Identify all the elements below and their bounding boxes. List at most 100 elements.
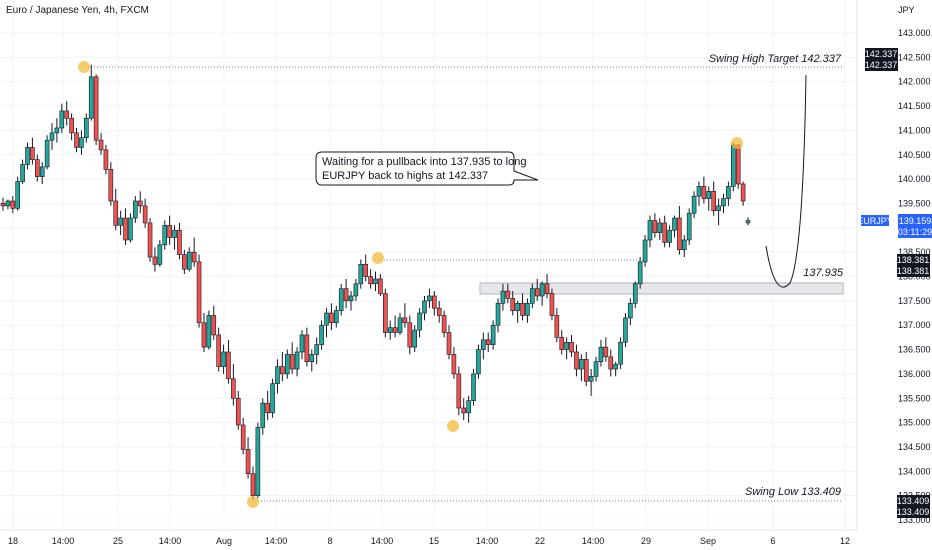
candle[interactable] bbox=[402, 303, 408, 328]
candle[interactable] bbox=[716, 198, 721, 226]
candle[interactable] bbox=[730, 142, 736, 192]
candle[interactable] bbox=[387, 320, 393, 340]
candle[interactable] bbox=[123, 208, 128, 245]
candle[interactable] bbox=[647, 215, 653, 248]
candle[interactable] bbox=[191, 237, 197, 267]
candle[interactable] bbox=[456, 366, 462, 416]
candle[interactable] bbox=[319, 320, 324, 350]
candle[interactable] bbox=[696, 181, 702, 206]
candle[interactable] bbox=[250, 466, 256, 501]
candle[interactable] bbox=[211, 305, 217, 340]
candle[interactable] bbox=[147, 218, 153, 262]
candle[interactable] bbox=[128, 213, 133, 243]
candle[interactable] bbox=[235, 390, 241, 430]
candle[interactable] bbox=[245, 437, 251, 479]
candle[interactable] bbox=[603, 337, 609, 362]
candle[interactable] bbox=[59, 103, 65, 133]
candle[interactable] bbox=[383, 288, 388, 338]
candle[interactable] bbox=[69, 113, 74, 141]
candle[interactable] bbox=[579, 354, 584, 382]
candle[interactable] bbox=[593, 356, 599, 382]
candle[interactable] bbox=[525, 298, 530, 323]
candle[interactable] bbox=[583, 351, 589, 387]
candle[interactable] bbox=[432, 291, 437, 316]
candle[interactable] bbox=[103, 145, 109, 175]
candle[interactable] bbox=[167, 215, 172, 245]
candle[interactable] bbox=[701, 176, 707, 204]
candle[interactable] bbox=[363, 254, 368, 282]
candle[interactable] bbox=[0, 197, 6, 211]
candle[interactable] bbox=[534, 278, 540, 301]
candle[interactable] bbox=[490, 320, 496, 350]
candle[interactable] bbox=[93, 74, 99, 146]
support-zone-box[interactable] bbox=[479, 282, 844, 295]
candle[interactable] bbox=[667, 225, 672, 248]
candle[interactable] bbox=[64, 101, 70, 126]
candle[interactable] bbox=[745, 217, 751, 226]
candle[interactable] bbox=[392, 315, 398, 338]
candle[interactable] bbox=[113, 188, 119, 231]
candle[interactable] bbox=[142, 198, 148, 228]
candle[interactable] bbox=[446, 325, 452, 360]
candle[interactable] bbox=[196, 254, 202, 328]
candle[interactable] bbox=[588, 369, 594, 396]
candle[interactable] bbox=[343, 278, 349, 309]
candle[interactable] bbox=[299, 330, 305, 360]
candle[interactable] bbox=[427, 288, 432, 309]
candle[interactable] bbox=[137, 191, 143, 214]
candle[interactable] bbox=[471, 369, 476, 406]
projection-curve[interactable] bbox=[765, 74, 807, 288]
candle[interactable] bbox=[412, 325, 418, 352]
candle[interactable] bbox=[260, 398, 266, 435]
candle[interactable] bbox=[10, 196, 16, 214]
candle[interactable] bbox=[5, 199, 11, 210]
candle[interactable] bbox=[221, 344, 226, 374]
candle[interactable] bbox=[466, 395, 471, 423]
candle[interactable] bbox=[240, 417, 246, 455]
candle[interactable] bbox=[304, 327, 310, 367]
candle[interactable] bbox=[574, 344, 579, 377]
candle[interactable] bbox=[407, 315, 413, 355]
candle[interactable] bbox=[44, 135, 50, 170]
candle[interactable] bbox=[628, 298, 633, 326]
candle[interactable] bbox=[564, 337, 569, 360]
candle[interactable] bbox=[324, 308, 329, 338]
candle[interactable] bbox=[201, 313, 207, 352]
candle[interactable] bbox=[417, 308, 422, 338]
candle[interactable] bbox=[368, 269, 373, 289]
candle[interactable] bbox=[652, 213, 658, 238]
candle[interactable] bbox=[451, 347, 457, 379]
candle[interactable] bbox=[79, 130, 84, 155]
candle[interactable] bbox=[216, 327, 221, 372]
candle[interactable] bbox=[265, 390, 270, 421]
candle[interactable] bbox=[133, 196, 138, 223]
candle[interactable] bbox=[309, 349, 315, 372]
candle[interactable] bbox=[152, 247, 158, 272]
candle[interactable] bbox=[554, 308, 560, 343]
candle[interactable] bbox=[186, 247, 192, 272]
candle[interactable] bbox=[515, 300, 520, 323]
candle[interactable] bbox=[49, 123, 55, 150]
candle[interactable] bbox=[481, 332, 486, 360]
candle[interactable] bbox=[740, 181, 746, 206]
candle[interactable] bbox=[157, 239, 163, 267]
candle[interactable] bbox=[172, 225, 177, 250]
candle[interactable] bbox=[735, 144, 741, 189]
candle[interactable] bbox=[672, 215, 677, 238]
candle[interactable] bbox=[618, 337, 623, 370]
candle[interactable] bbox=[88, 64, 94, 121]
candle[interactable] bbox=[353, 278, 359, 301]
candle[interactable] bbox=[289, 342, 295, 374]
candle[interactable] bbox=[461, 398, 467, 421]
candle[interactable] bbox=[206, 310, 212, 350]
candle[interactable] bbox=[569, 334, 574, 357]
candle[interactable] bbox=[691, 191, 697, 219]
candle[interactable] bbox=[15, 176, 21, 211]
candle[interactable] bbox=[520, 293, 525, 321]
candle[interactable] bbox=[711, 181, 716, 216]
candle[interactable] bbox=[108, 162, 114, 206]
candle[interactable] bbox=[500, 283, 506, 311]
candle[interactable] bbox=[686, 208, 692, 245]
candle[interactable] bbox=[333, 305, 339, 328]
